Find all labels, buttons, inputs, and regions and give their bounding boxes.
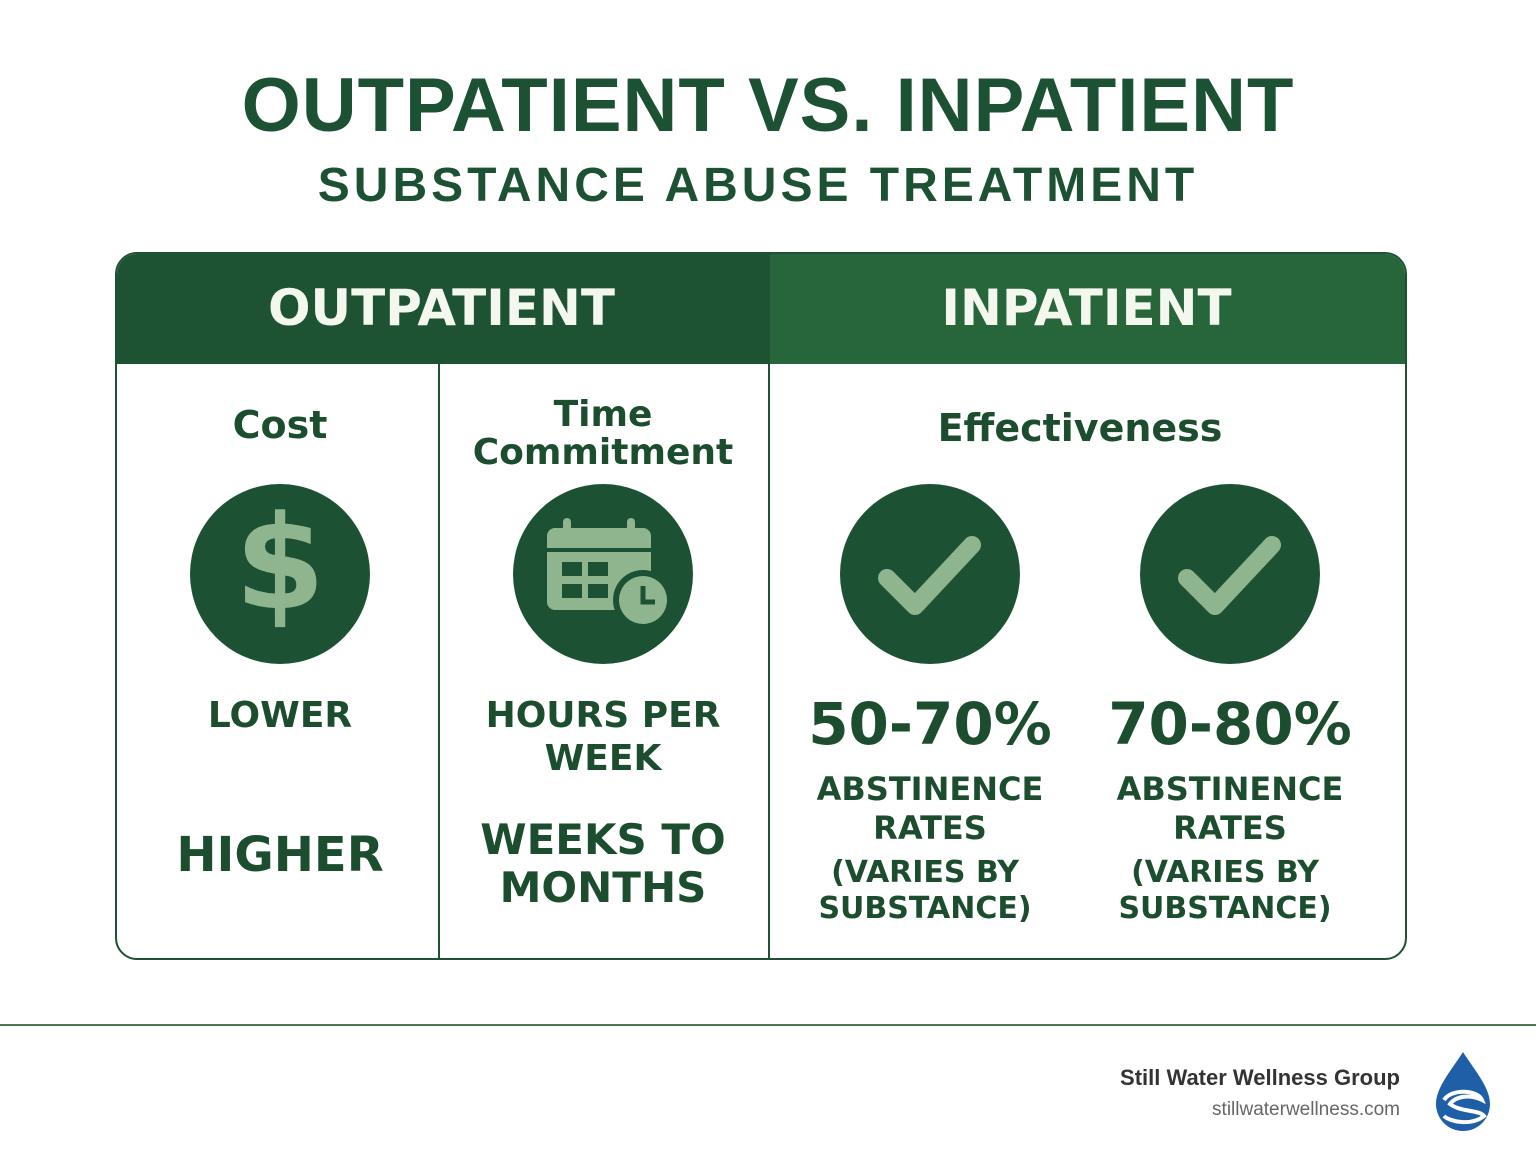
- brand-url: stillwaterwellness.com: [1212, 1099, 1400, 1120]
- svg-text:$: $: [235, 487, 325, 639]
- subtitle: SUBSTANCE ABUSE TREATMENT: [317, 159, 1199, 212]
- rate-note: (VARIES BY SUBSTANCE): [1118, 855, 1332, 926]
- brand-name: Still Water Wellness Group: [1120, 1065, 1400, 1090]
- comparison-table: [115, 252, 1407, 960]
- column-header: INPATIENT: [941, 279, 1232, 337]
- check-icon: [840, 484, 1020, 664]
- rate-caption: ABSTINENCE RATES: [816, 770, 1044, 847]
- rate: 50-70%: [808, 690, 1052, 758]
- rate-caption: ABSTINENCE RATES: [1116, 770, 1344, 847]
- cost-value: HIGHER: [176, 827, 384, 883]
- header-cell: [770, 254, 1405, 364]
- divider: [438, 364, 440, 958]
- category-label: Cost: [232, 403, 328, 447]
- calendar-icon: [513, 484, 693, 664]
- column-header: OUTPATIENT: [268, 279, 615, 337]
- cost-value: LOWER: [207, 695, 353, 736]
- rate-note: (VARIES BY SUBSTANCE): [818, 855, 1032, 926]
- category-label: Effectiveness: [937, 406, 1223, 450]
- divider: [768, 364, 770, 958]
- header-cell: [117, 254, 770, 364]
- time-value: HOURS PER WEEK: [485, 695, 721, 779]
- category-label: Time Commitment: [472, 394, 734, 473]
- time-value: WEEKS TO MONTHS: [480, 815, 726, 912]
- title: OUTPATIENT VS. INPATIENT: [241, 63, 1295, 148]
- dollar-icon: $: [190, 484, 370, 664]
- check-icon: [1140, 484, 1320, 664]
- rate: 70-80%: [1108, 690, 1352, 758]
- logo: [1436, 1052, 1490, 1131]
